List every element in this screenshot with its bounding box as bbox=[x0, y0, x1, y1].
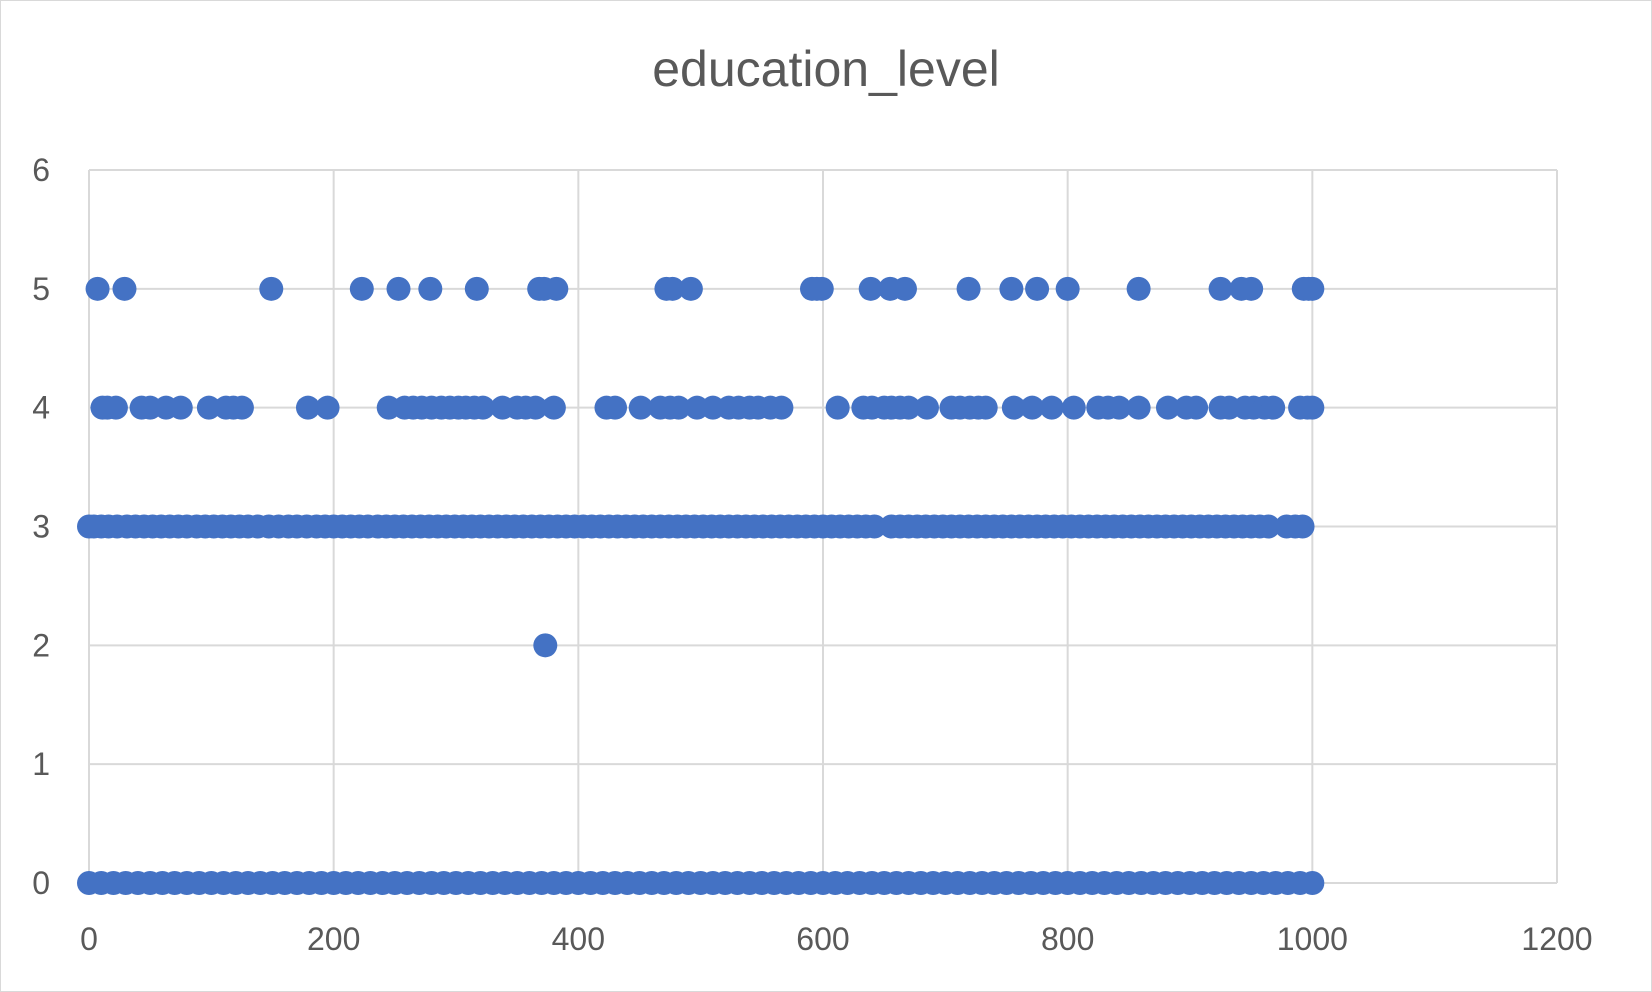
data-point bbox=[1208, 276, 1233, 301]
data-point bbox=[809, 276, 834, 301]
x-tick-label: 200 bbox=[307, 921, 360, 957]
data-point bbox=[892, 276, 917, 301]
y-tick-label: 5 bbox=[32, 271, 50, 307]
y-tick-label: 4 bbox=[32, 390, 50, 426]
data-point bbox=[678, 276, 703, 301]
data-point bbox=[1001, 395, 1026, 420]
data-point bbox=[349, 276, 374, 301]
data-point bbox=[825, 395, 850, 420]
data-point bbox=[1126, 395, 1151, 420]
data-point bbox=[315, 395, 340, 420]
data-point bbox=[1239, 276, 1264, 301]
data-point bbox=[386, 276, 411, 301]
data-point bbox=[470, 395, 495, 420]
y-tick-label: 2 bbox=[32, 627, 50, 663]
data-point bbox=[464, 276, 489, 301]
data-point bbox=[544, 276, 569, 301]
data-point bbox=[229, 395, 254, 420]
data-point bbox=[1300, 395, 1325, 420]
data-point bbox=[1261, 395, 1286, 420]
data-point bbox=[1184, 395, 1209, 420]
data-point bbox=[1039, 395, 1064, 420]
data-point bbox=[523, 395, 548, 420]
data-point bbox=[103, 395, 128, 420]
data-point bbox=[533, 633, 558, 658]
data-point bbox=[1107, 395, 1132, 420]
data-point bbox=[1055, 276, 1080, 301]
data-point bbox=[1025, 276, 1050, 301]
x-tick-label: 400 bbox=[552, 921, 605, 957]
data-point bbox=[418, 276, 443, 301]
data-point bbox=[769, 395, 794, 420]
x-tick-label: 600 bbox=[796, 921, 849, 957]
y-tick-label: 1 bbox=[32, 746, 50, 782]
data-point bbox=[196, 395, 221, 420]
data-point bbox=[858, 276, 883, 301]
data-point bbox=[1155, 395, 1180, 420]
data-point bbox=[1300, 276, 1325, 301]
data-point bbox=[628, 395, 653, 420]
data-point bbox=[1061, 395, 1086, 420]
x-tick-label: 0 bbox=[80, 921, 98, 957]
y-tick-label: 3 bbox=[32, 509, 50, 545]
x-tick-label: 800 bbox=[1041, 921, 1094, 957]
data-point bbox=[999, 276, 1024, 301]
y-tick-label: 0 bbox=[32, 865, 50, 901]
x-tick-label: 1000 bbox=[1277, 921, 1348, 957]
data-point bbox=[1300, 871, 1325, 895]
data-point bbox=[603, 395, 628, 420]
y-tick-label: 6 bbox=[32, 152, 50, 188]
data-point bbox=[956, 276, 981, 301]
data-point bbox=[1126, 276, 1151, 301]
data-point bbox=[862, 514, 887, 539]
data-point bbox=[1256, 514, 1281, 539]
x-tick-label: 1200 bbox=[1521, 921, 1592, 957]
data-point bbox=[914, 395, 939, 420]
data-point bbox=[85, 276, 110, 301]
chart-title: education_level bbox=[652, 41, 1000, 97]
data-point bbox=[259, 276, 284, 301]
data-point bbox=[541, 395, 566, 420]
data-point bbox=[660, 276, 685, 301]
data-point bbox=[1290, 514, 1315, 539]
data-point bbox=[112, 276, 137, 301]
data-point bbox=[295, 395, 320, 420]
data-point bbox=[1020, 395, 1045, 420]
data-point bbox=[896, 395, 921, 420]
data-point bbox=[666, 395, 691, 420]
data-point bbox=[973, 395, 998, 420]
data-point bbox=[168, 395, 193, 420]
